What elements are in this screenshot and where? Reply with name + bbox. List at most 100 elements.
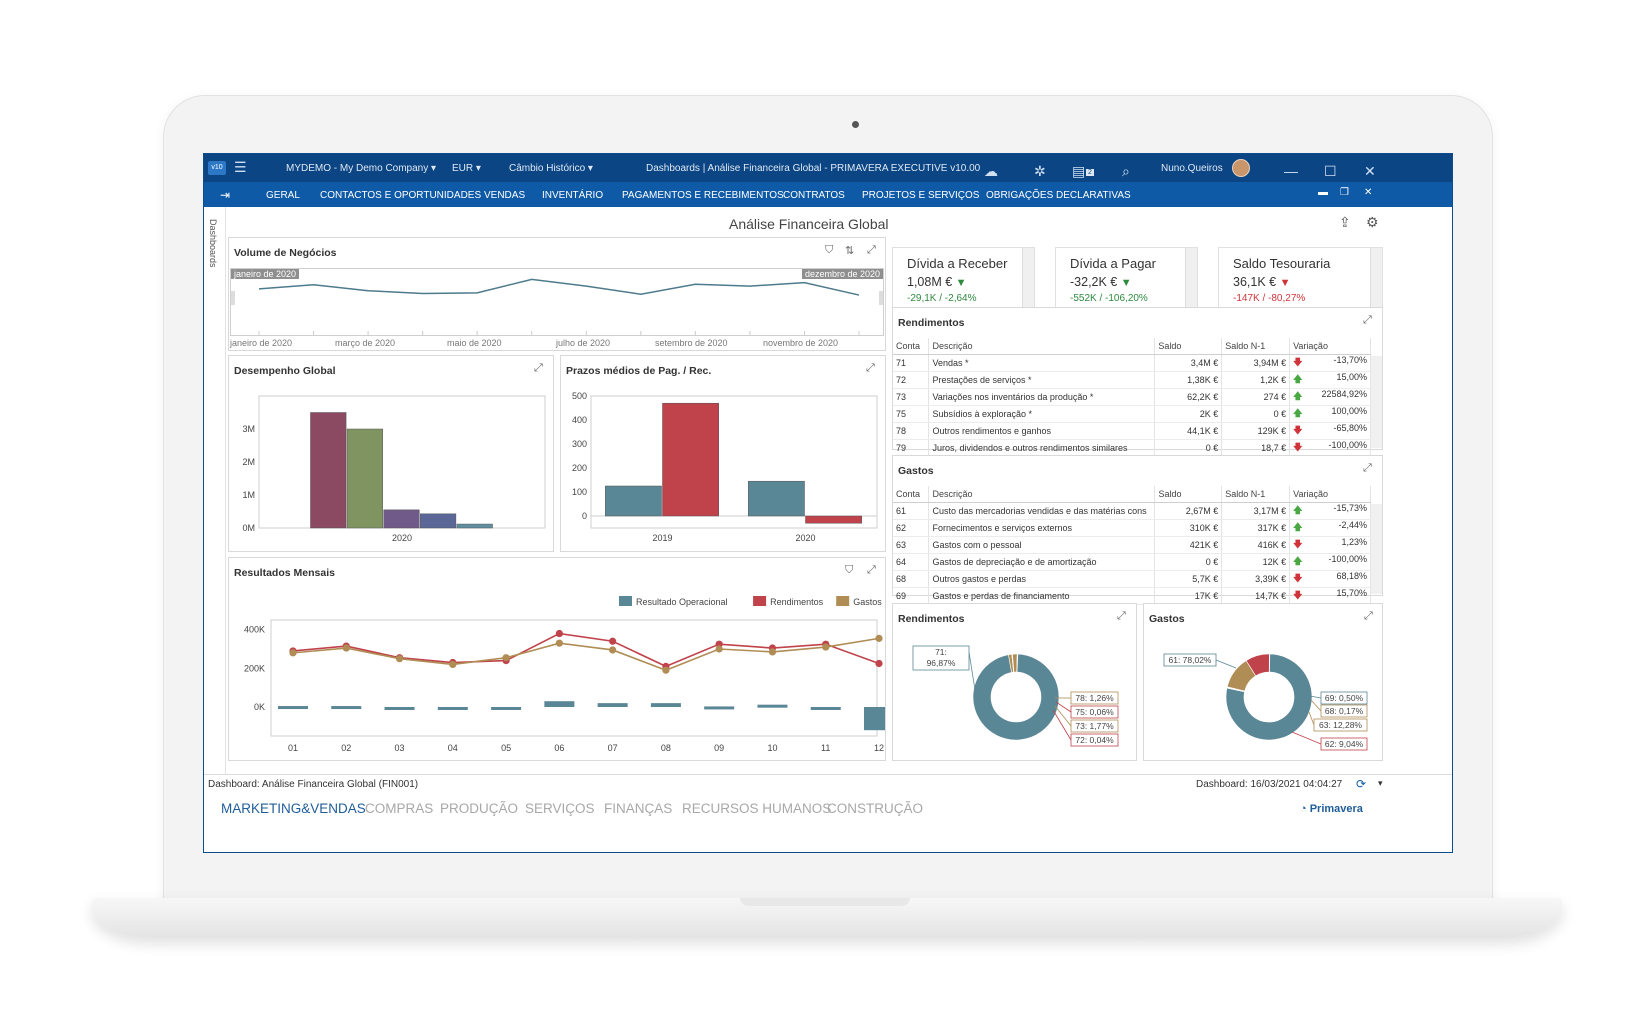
sort-icon[interactable]: ⇅ <box>845 245 855 257</box>
search-icon[interactable]: ⌕ <box>1122 163 1130 179</box>
cell-descricao: Prestações de serviços * <box>928 371 1156 389</box>
expand-icon[interactable]: ⤢ <box>1363 462 1372 474</box>
col-variacao[interactable]: Variação <box>1289 486 1371 503</box>
table-row[interactable]: 71 Vendas * 3,4M €3,94M € 🡇 -13,70% <box>893 354 1371 372</box>
expand-icon[interactable]: ⤢ <box>867 244 876 256</box>
chat-icon[interactable]: ▤ <box>1072 163 1086 179</box>
settings-sliders-icon[interactable]: ⚙ <box>1366 214 1379 230</box>
currency-selector[interactable]: EUR ▾ <box>452 163 481 174</box>
col-descricao[interactable]: Descrição <box>928 486 1156 503</box>
slice-label: 63: 12,28% <box>1319 720 1362 730</box>
module-servicos[interactable]: SERVIÇOS <box>525 801 595 816</box>
slice-label: 73: 1,77% <box>1075 721 1114 731</box>
module-financas[interactable]: FINANÇAS <box>604 801 673 816</box>
variacao-value: -2,44% <box>1338 520 1367 530</box>
menu-toggle-icon[interactable]: ⇥ <box>220 188 231 202</box>
menu-item-geral[interactable]: GERAL <box>266 190 300 201</box>
label-leader <box>1291 731 1322 745</box>
col-saldo-n1[interactable]: Saldo N-1 <box>1221 486 1291 503</box>
menu-item-projetos[interactable]: PROJETOS E SERVIÇOS <box>862 190 980 201</box>
exchange-selector[interactable]: Câmbio Histórico ▾ <box>509 163 593 174</box>
label-box <box>1070 705 1119 719</box>
kpi-scrollbar[interactable] <box>1185 248 1197 316</box>
arrow-up-icon: 🡅 <box>1293 374 1303 384</box>
kpi-value-text: 1,08M € <box>907 275 953 289</box>
table-row[interactable]: 78 Outros rendimentos e ganhos 44,1K €129K… <box>893 422 1371 440</box>
cell-saldo-n1: 129K € <box>1221 422 1291 440</box>
menu-item-vendas[interactable]: VENDAS <box>484 190 526 201</box>
expand-icon[interactable]: ⤢ <box>867 564 876 576</box>
table-row[interactable]: 68 Outros gastos e perdas 5,7K €3,39K € 🡇 68… <box>893 570 1371 588</box>
variacao-value: -100,00% <box>1328 440 1367 450</box>
kpi-divida-receber[interactable]: Dívida a Receber 1,08M € ▼ -29,1K / -2,6… <box>892 247 1035 317</box>
desempenho-panel: Desempenho Global ⤢ 0M 1M 2M 3M 2020 <box>228 355 554 552</box>
refresh-icon[interactable]: ⟳ <box>1356 777 1367 791</box>
table-scrollbar[interactable] <box>1371 356 1382 448</box>
expand-icon[interactable]: ⤢ <box>1363 314 1372 326</box>
col-descricao[interactable]: Descrição <box>928 338 1156 355</box>
menu-item-contactos[interactable]: CONTACTOS E OPORTUNIDADES <box>320 190 482 201</box>
menu-item-inventario[interactable]: INVENTÁRIO <box>542 190 604 201</box>
table-row[interactable]: 64 Gastos de depreciação e de amortização… <box>893 553 1371 571</box>
expand-icon[interactable]: ⤢ <box>866 362 875 374</box>
prazos-bar-chart: 0 100 200 300 400 500 2019 2020 <box>572 391 878 543</box>
module-rh[interactable]: RECURSOS HUMANOS <box>682 801 832 816</box>
hamburger-menu-icon[interactable]: ☰ <box>234 159 247 175</box>
col-conta[interactable]: Conta <box>893 338 930 355</box>
dashboards-side-tab[interactable]: Dashboards <box>204 207 226 807</box>
module-compras[interactable]: COMPRAS <box>365 801 434 816</box>
module-producao[interactable]: PRODUÇÃO <box>440 801 519 816</box>
col-conta[interactable]: Conta <box>893 486 930 503</box>
filter-icon[interactable]: ⛉ <box>845 564 854 576</box>
doc-restore-icon[interactable]: ❐ <box>1340 187 1349 198</box>
table-row[interactable]: 79 Juros, dividendos e outros rendimentos… <box>893 439 1371 457</box>
kpi-saldo-tesouraria[interactable]: Saldo Tesouraria 36,1K € ▼ -147K / -80,2… <box>1218 247 1383 317</box>
table-row[interactable]: 73 Variações nos inventários da produção … <box>893 388 1371 406</box>
close-icon[interactable]: ✕ <box>1364 163 1376 179</box>
cell-variacao: 🡅 15,00% <box>1289 371 1371 389</box>
table-scrollbar[interactable] <box>1371 504 1382 594</box>
cell-saldo: 310K € <box>1154 519 1223 537</box>
company-selector[interactable]: MYDEMO - My Demo Company ▾ <box>286 163 437 174</box>
menu-item-pagamentos[interactable]: PAGAMENTOS E RECEBIMENTOS <box>622 190 784 201</box>
table-row[interactable]: 61 Custo das mercadorias vendidas e das m… <box>893 502 1371 520</box>
rendimentos-grid-panel: Rendimentos ⤢ Conta Descrição Saldo Sald… <box>892 307 1383 457</box>
label-leader <box>1215 659 1237 669</box>
kpi-value-text: 36,1K € <box>1233 275 1277 289</box>
doc-close-icon[interactable]: ✕ <box>1364 187 1373 198</box>
kpi-scrollbar[interactable] <box>1022 248 1034 316</box>
minimize-icon[interactable]: — <box>1284 163 1298 179</box>
expand-icon[interactable]: ⤢ <box>1117 610 1126 622</box>
legend-swatch <box>753 596 767 606</box>
module-bar: MARKETING&VENDAS COMPRAS PRODUÇÃO SERVIÇ… <box>204 794 1452 824</box>
filter-icon[interactable]: ⛉ <box>825 244 834 256</box>
table-row[interactable]: 75 Subsídios à exploração * 2K €0 € 🡅 100,00… <box>893 405 1371 423</box>
col-variacao[interactable]: Variação <box>1289 338 1371 355</box>
avatar[interactable] <box>1232 159 1250 177</box>
module-marketing[interactable]: MARKETING&VENDAS <box>221 801 366 816</box>
col-saldo[interactable]: Saldo <box>1154 338 1223 355</box>
expand-icon[interactable]: ⤢ <box>1364 610 1373 622</box>
maximize-icon[interactable]: ☐ <box>1324 163 1337 179</box>
table-row[interactable]: 63 Gastos com o pessoal 421K €416K € 🡇 1,23% <box>893 536 1371 554</box>
cell-saldo: 17K € <box>1154 587 1223 605</box>
network-icon[interactable]: ✲ <box>1034 163 1046 179</box>
series-line <box>292 637 880 672</box>
menu-item-contratos[interactable]: CONTRATOS <box>783 190 845 201</box>
table-row[interactable]: 62 Fornecimentos e serviços externos 310K … <box>893 519 1371 537</box>
export-icon[interactable]: ⇪ <box>1339 214 1351 230</box>
doc-minimize-icon[interactable]: ▬ <box>1318 187 1328 198</box>
chevron-down-icon[interactable]: ▾ <box>1378 778 1383 788</box>
col-saldo[interactable]: Saldo <box>1154 486 1223 503</box>
kpi-divida-pagar[interactable]: Dívida a Pagar -32,2K € ▼ -552K / -106,2… <box>1055 247 1198 317</box>
table-row[interactable]: 69 Gastos e perdas de financiamento 17K €1… <box>893 587 1371 605</box>
range-selector[interactable]: janeiro de 2020 dezembro de 2020 <box>230 268 884 336</box>
expand-icon[interactable]: ⤢ <box>534 362 543 374</box>
cloud-icon[interactable]: ☁ <box>984 163 998 179</box>
menu-item-obrigacoes[interactable]: OBRIGAÇÕES DECLARATIVAS <box>986 190 1131 201</box>
module-construcao[interactable]: CONSTRUÇÃO <box>827 801 924 816</box>
arrow-up-icon: 🡅 <box>1293 391 1303 401</box>
col-saldo-n1[interactable]: Saldo N-1 <box>1221 338 1291 355</box>
kpi-scrollbar[interactable] <box>1370 248 1382 316</box>
table-row[interactable]: 72 Prestações de serviços * 1,38K €1,2K € 🡅… <box>893 371 1371 389</box>
